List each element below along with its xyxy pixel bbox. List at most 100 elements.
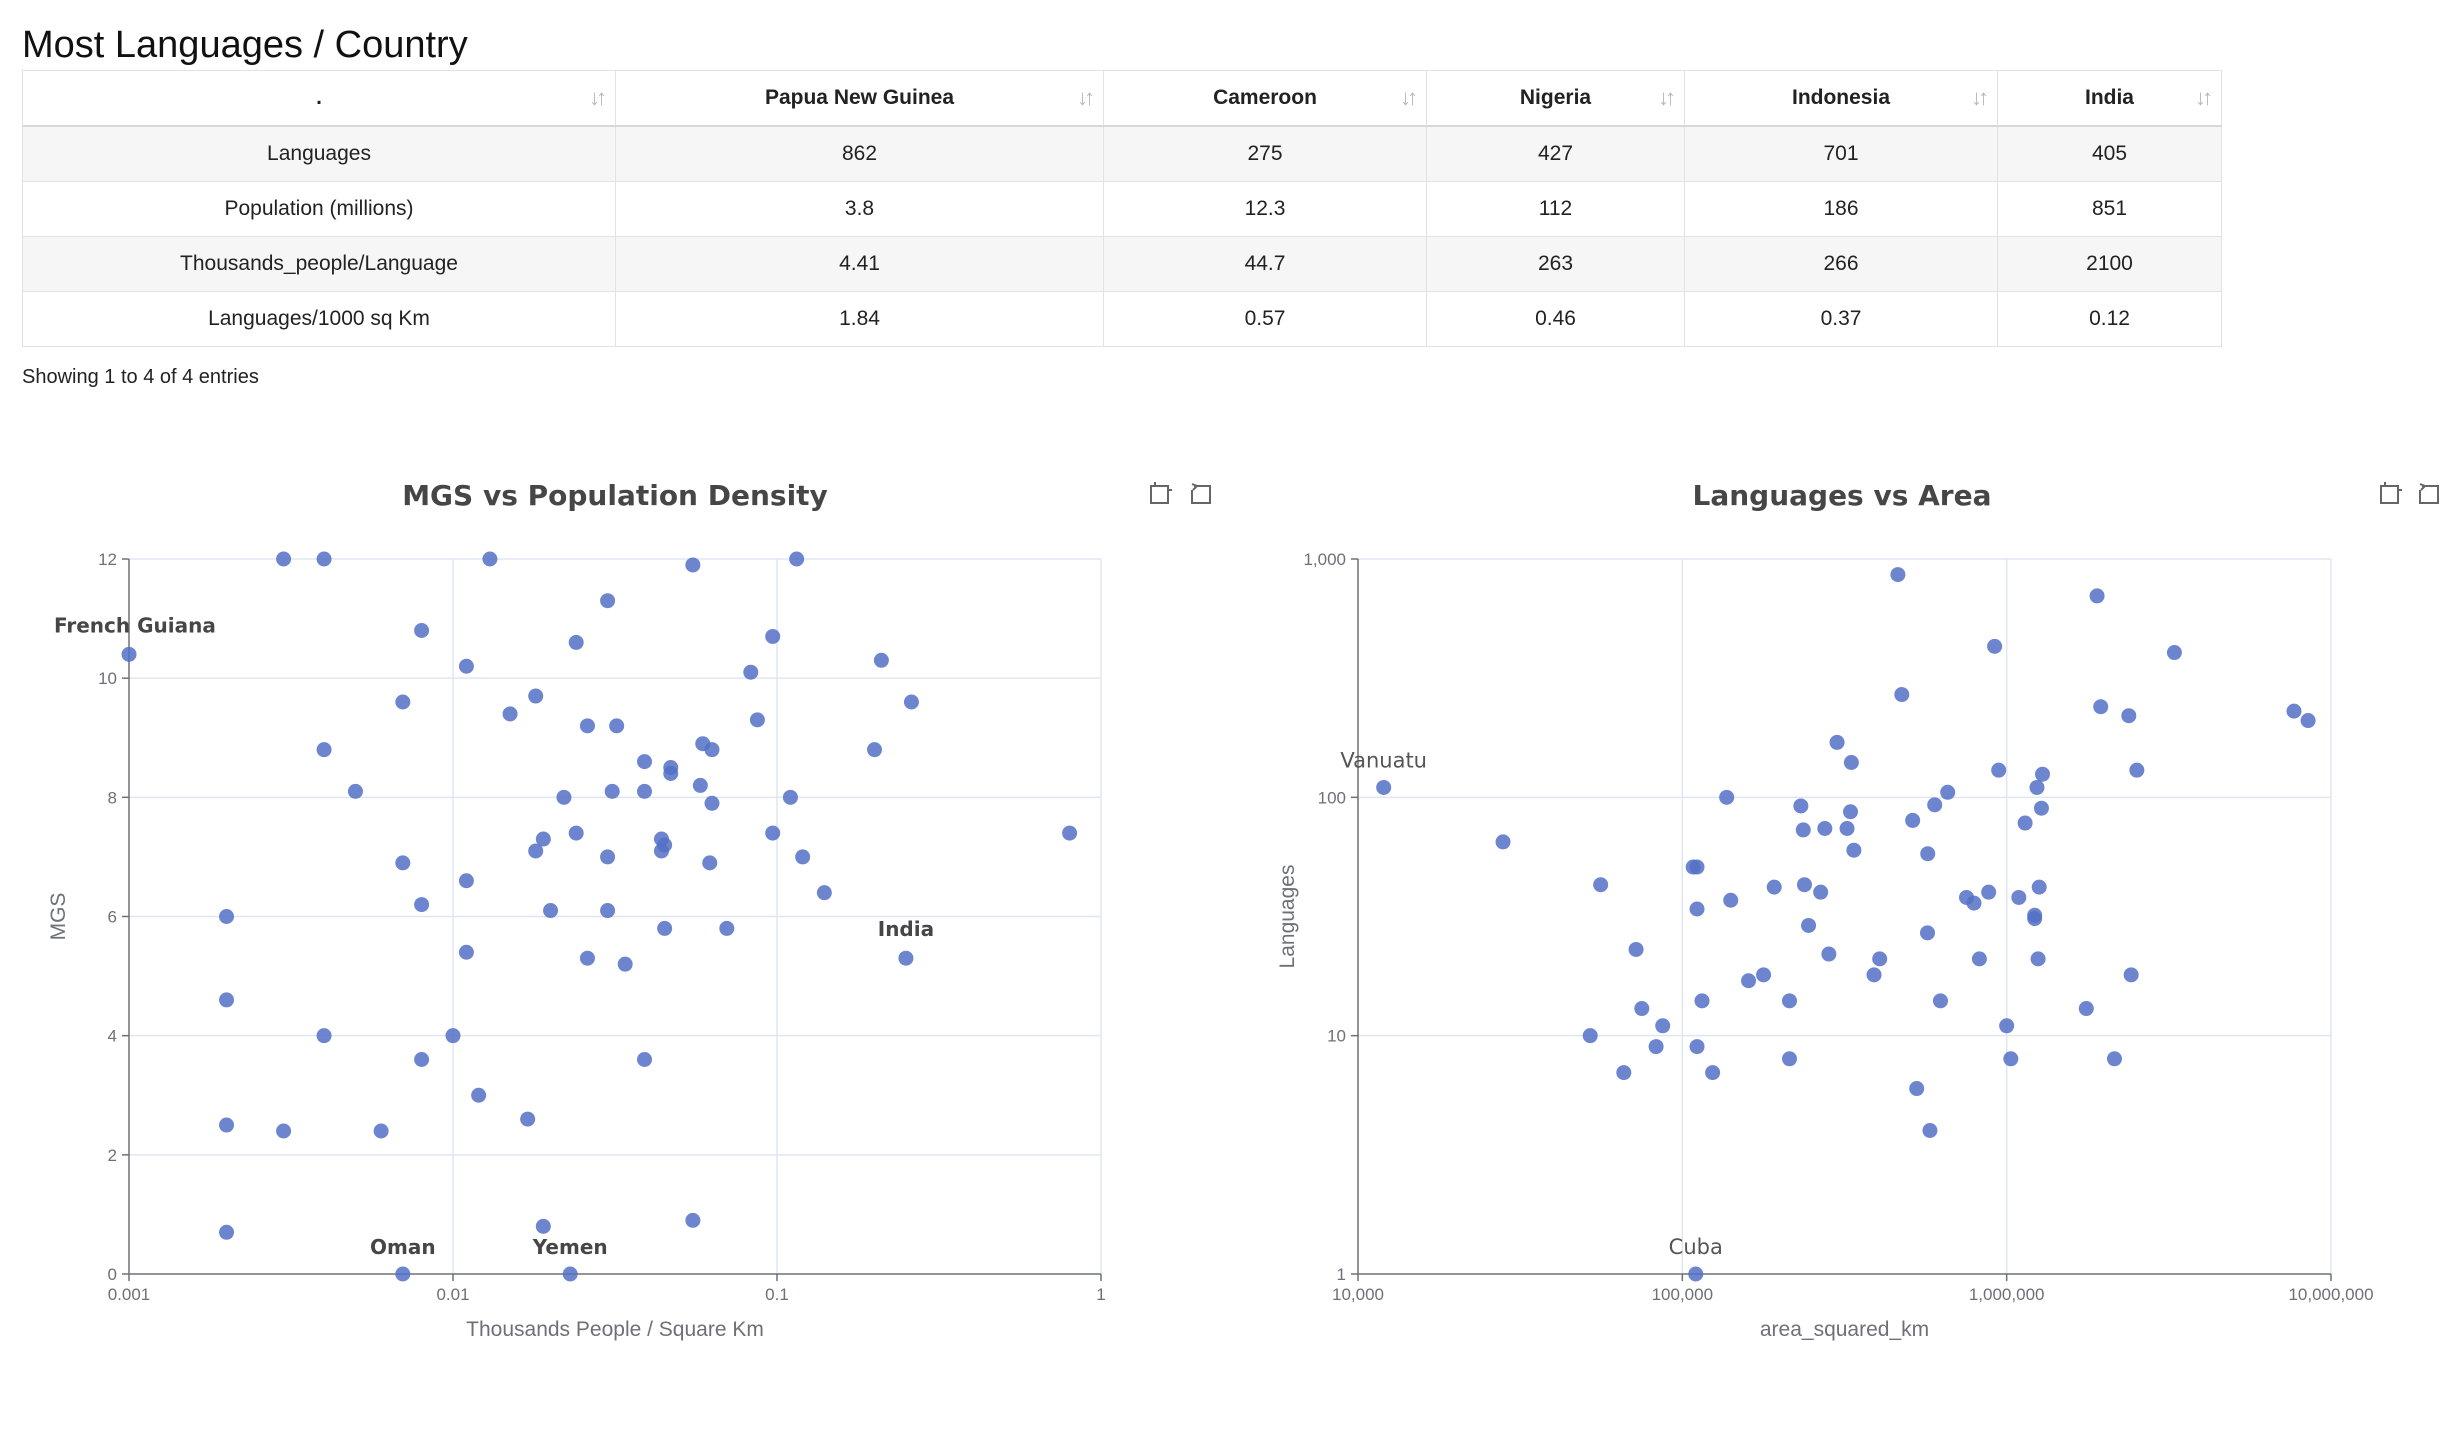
data-point — [1999, 1018, 2015, 1034]
data-point — [1495, 834, 1511, 850]
languages-area-scatter-chart: Languages vs Area 1 10 100 1,000 10,000 100,00… — [1276, 479, 2374, 1341]
data-point — [395, 694, 411, 710]
chart-title: Languages vs Area — [1692, 479, 1991, 512]
table-cell: 275 — [1103, 125, 1427, 182]
data-point — [600, 593, 616, 609]
table-header-cell[interactable]: India ↓↑ — [1997, 70, 2222, 127]
data-point — [414, 1052, 430, 1067]
data-point — [543, 903, 559, 919]
zoom-icon[interactable] — [1148, 480, 1174, 506]
data-point — [743, 664, 759, 680]
column-label: Cameroon — [1213, 86, 1317, 109]
data-point — [528, 688, 544, 704]
data-point — [458, 944, 474, 960]
sort-icon[interactable]: ↓↑ — [1077, 85, 1095, 110]
data-point — [2300, 713, 2316, 729]
data-point — [692, 777, 708, 793]
x-tick-label: 10,000,000 — [2288, 1285, 2373, 1304]
sort-icon[interactable]: ↓↑ — [1971, 85, 1989, 110]
data-point — [637, 783, 653, 799]
x-tick-label: 1,000,000 — [1969, 1285, 2045, 1304]
data-point — [873, 652, 889, 668]
data-point — [528, 843, 544, 859]
y-tick-label: 10 — [1327, 1027, 1346, 1046]
x-tick-label: 0.1 — [765, 1285, 789, 1304]
data-point — [702, 855, 718, 871]
data-point — [1781, 993, 1797, 1009]
table-cell: 427 — [1426, 125, 1685, 182]
point-annotation: French Guiana — [54, 613, 216, 637]
data-point — [1593, 877, 1609, 893]
y-tick-label: 12 — [98, 550, 117, 569]
restore-icon[interactable] — [2416, 480, 2442, 506]
y-tick-label: 6 — [108, 908, 117, 927]
sort-icon[interactable]: ↓↑ — [1400, 85, 1418, 110]
data-point — [765, 628, 781, 644]
x-axis-title: Thousands People / Square Km — [466, 1318, 764, 1341]
data-point — [276, 551, 292, 567]
data-point — [1796, 877, 1812, 893]
y-tick-label: 0 — [108, 1265, 117, 1284]
data-point — [562, 1266, 578, 1282]
data-point — [1694, 993, 1710, 1009]
data-point — [795, 849, 811, 865]
sort-icon[interactable]: ↓↑ — [589, 85, 607, 110]
table-cell: 2100 — [1997, 236, 2222, 292]
sort-icon[interactable]: ↓↑ — [1658, 85, 1676, 110]
table-header-cell[interactable]: Nigeria ↓↑ — [1426, 70, 1685, 127]
data-point — [782, 789, 798, 805]
mgs-scatter-chart: MGS vs Population Density 0 2 4 6 8 10 12 0.001 0… — [47, 479, 1106, 1341]
table-header-cell[interactable]: Papua New Guinea ↓↑ — [615, 70, 1104, 127]
x-tick-label: 100,000 — [1652, 1285, 1713, 1304]
data-point — [719, 920, 735, 936]
y-tick-label: 8 — [108, 788, 117, 807]
data-point — [685, 1212, 701, 1228]
data-point — [1843, 804, 1859, 820]
sort-icon[interactable]: ↓↑ — [2195, 85, 2213, 110]
data-point — [458, 873, 474, 889]
data-point — [1940, 784, 1956, 800]
y-axis-title: MGS — [47, 893, 70, 941]
point-annotation: Cuba — [1669, 1235, 1723, 1259]
data-point — [1991, 762, 2007, 778]
data-point — [1843, 755, 1859, 771]
data-point — [2093, 699, 2109, 715]
data-point — [609, 718, 625, 734]
data-point — [1741, 973, 1757, 989]
table-header-cell[interactable]: Indonesia ↓↑ — [1684, 70, 1998, 127]
data-point — [458, 658, 474, 674]
table-cell: 3.8 — [615, 181, 1104, 237]
data-point — [2035, 766, 2051, 782]
point-annotation: Vanuatu — [1340, 748, 1427, 772]
data-point — [2166, 645, 2182, 661]
data-point — [2089, 588, 2105, 604]
data-point — [1932, 993, 1948, 1009]
data-point — [1817, 820, 1833, 836]
data-point — [1981, 884, 1997, 900]
data-point — [637, 1052, 653, 1067]
restore-icon[interactable] — [1188, 480, 1214, 506]
data-point — [502, 706, 518, 722]
zoom-icon[interactable] — [2378, 480, 2404, 506]
data-point — [1839, 820, 1855, 836]
data-point — [1821, 946, 1837, 962]
data-point — [395, 855, 411, 871]
data-point — [316, 742, 332, 758]
table-header-cell[interactable]: . ↓↑ — [22, 70, 616, 127]
data-point — [1582, 1028, 1598, 1044]
table-cell: 0.12 — [1997, 291, 2222, 347]
table-header-cell[interactable]: Cameroon ↓↑ — [1103, 70, 1427, 127]
column-label: Papua New Guinea — [764, 86, 955, 109]
table-cell: Thousands_people/Language — [22, 236, 616, 292]
x-tick-label: 0.001 — [108, 1285, 151, 1304]
table-cell: Population (millions) — [22, 181, 616, 237]
data-point — [2003, 1051, 2019, 1067]
data-point — [600, 849, 616, 865]
y-tick-label: 100 — [1318, 788, 1346, 807]
data-point — [445, 1028, 461, 1044]
table-cell: 4.41 — [615, 236, 1104, 292]
y-tick-label: 10 — [98, 669, 117, 688]
chart-title: MGS vs Population Density — [402, 479, 828, 512]
data-point — [1846, 842, 1862, 858]
